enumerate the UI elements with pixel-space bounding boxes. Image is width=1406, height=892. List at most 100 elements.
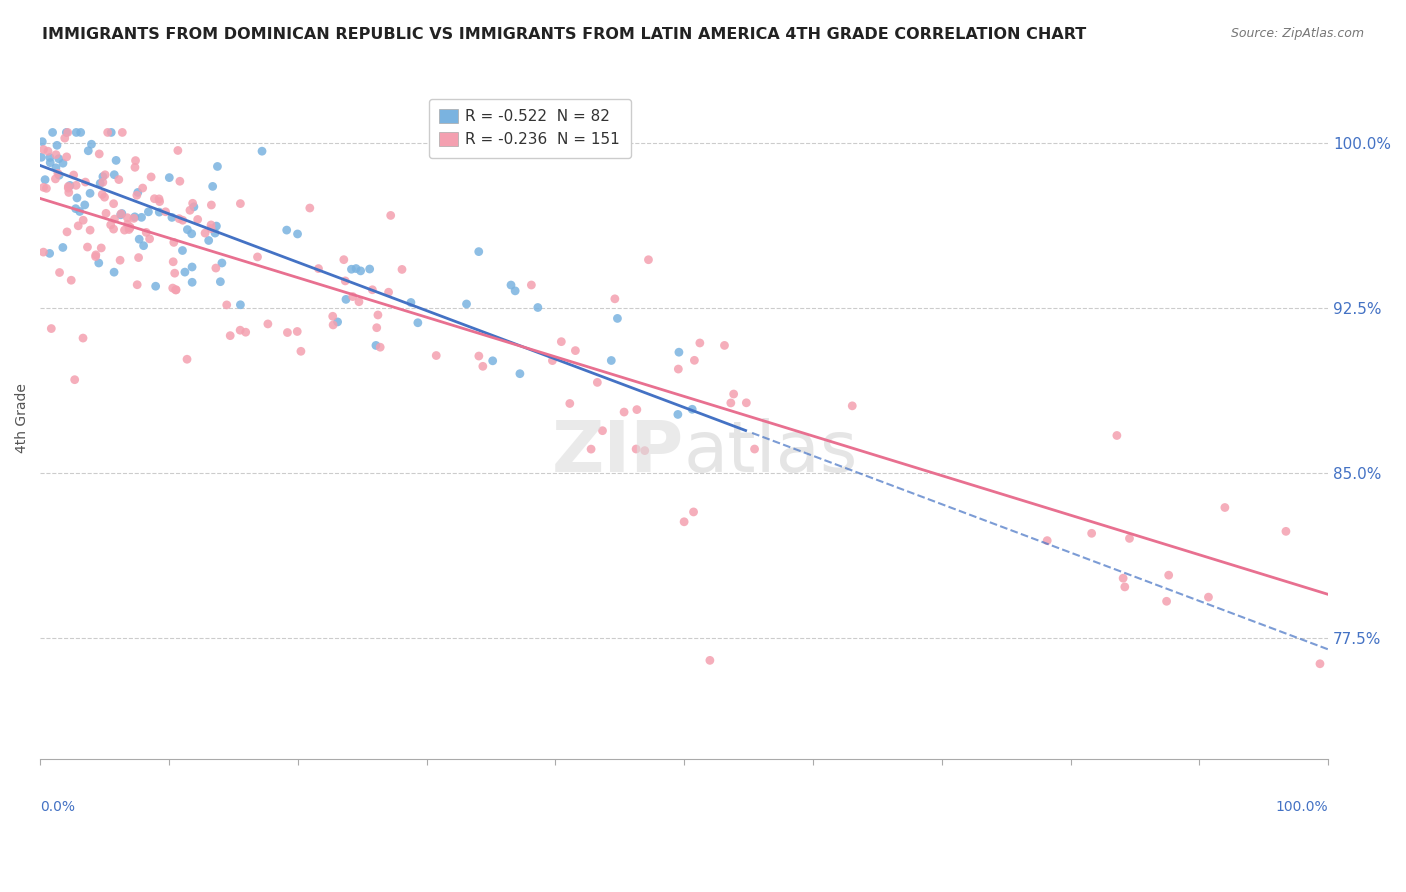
Point [204,226,226,240]
Point [735,396,758,410]
Point [118,222,141,236]
Point [201,179,224,194]
Point [167,144,190,158]
Point [229,196,252,211]
Point [1275,524,1298,539]
Point [97,125,120,139]
Point [335,293,357,307]
Point [509,367,531,381]
Point [139,169,162,184]
Point [181,196,204,211]
Point [364,338,387,352]
Point [48,266,70,280]
Point [52,156,75,170]
Point [527,301,550,315]
Point [181,260,204,274]
Point [31,135,53,149]
Point [73,198,96,212]
Point [391,262,413,277]
Point [1036,533,1059,548]
Point [39,321,62,335]
Point [1114,580,1136,594]
Point [342,289,364,303]
Point [37,145,59,159]
Point [285,325,308,339]
Point [163,235,186,250]
Point [634,443,657,458]
Point [63,373,86,387]
Point [176,222,198,236]
Point [250,144,273,158]
Point [229,298,252,312]
Point [65,125,87,139]
Point [69,125,91,139]
Point [91,187,114,202]
Point [103,196,125,211]
Point [200,198,222,212]
Point [176,352,198,367]
Point [135,226,157,240]
Point [172,213,194,227]
Point [46,166,69,180]
Point [172,244,194,258]
Point [229,323,252,337]
Point [30,150,52,164]
Point [34,172,56,186]
Point [103,168,125,182]
Point [84,248,107,262]
Point [1157,568,1180,582]
Point [179,203,201,218]
Point [117,217,139,231]
Point [209,275,232,289]
Point [606,311,628,326]
Point [287,227,309,241]
Point [165,283,187,297]
Point [53,131,76,145]
Point [340,262,363,277]
Point [368,340,391,354]
Point [425,349,447,363]
Point [138,204,160,219]
Point [120,220,142,235]
Point [79,186,101,201]
Point [110,208,132,222]
Point [65,178,87,193]
Point [235,325,257,339]
Point [157,170,180,185]
Point [94,206,117,220]
Point [1112,571,1135,585]
Point [564,343,586,358]
Legend: R = -0.522  N = 82, R = -0.236  N = 151: R = -0.522 N = 82, R = -0.236 N = 151 [429,99,631,158]
Point [613,405,636,419]
Point [69,204,91,219]
Point [45,147,67,161]
Point [148,205,170,219]
Point [169,174,191,188]
Point [361,283,384,297]
Point [111,206,134,220]
Point [180,227,202,241]
Point [468,244,491,259]
Point [149,194,172,209]
Point [122,211,145,226]
Point [108,172,131,186]
Point [699,653,721,667]
Point [89,177,111,191]
Point [93,190,115,204]
Point [167,211,190,226]
Point [558,396,581,410]
Point [200,218,222,232]
Point [91,169,114,184]
Point [468,349,491,363]
Point [76,240,98,254]
Point [65,202,87,216]
Point [194,226,217,240]
Point [215,298,238,312]
Point [58,179,80,194]
Y-axis label: 4th Grade: 4th Grade [15,384,30,453]
Point [127,277,149,292]
Point [499,278,522,293]
Point [668,345,690,359]
Point [183,200,205,214]
Point [550,334,572,349]
